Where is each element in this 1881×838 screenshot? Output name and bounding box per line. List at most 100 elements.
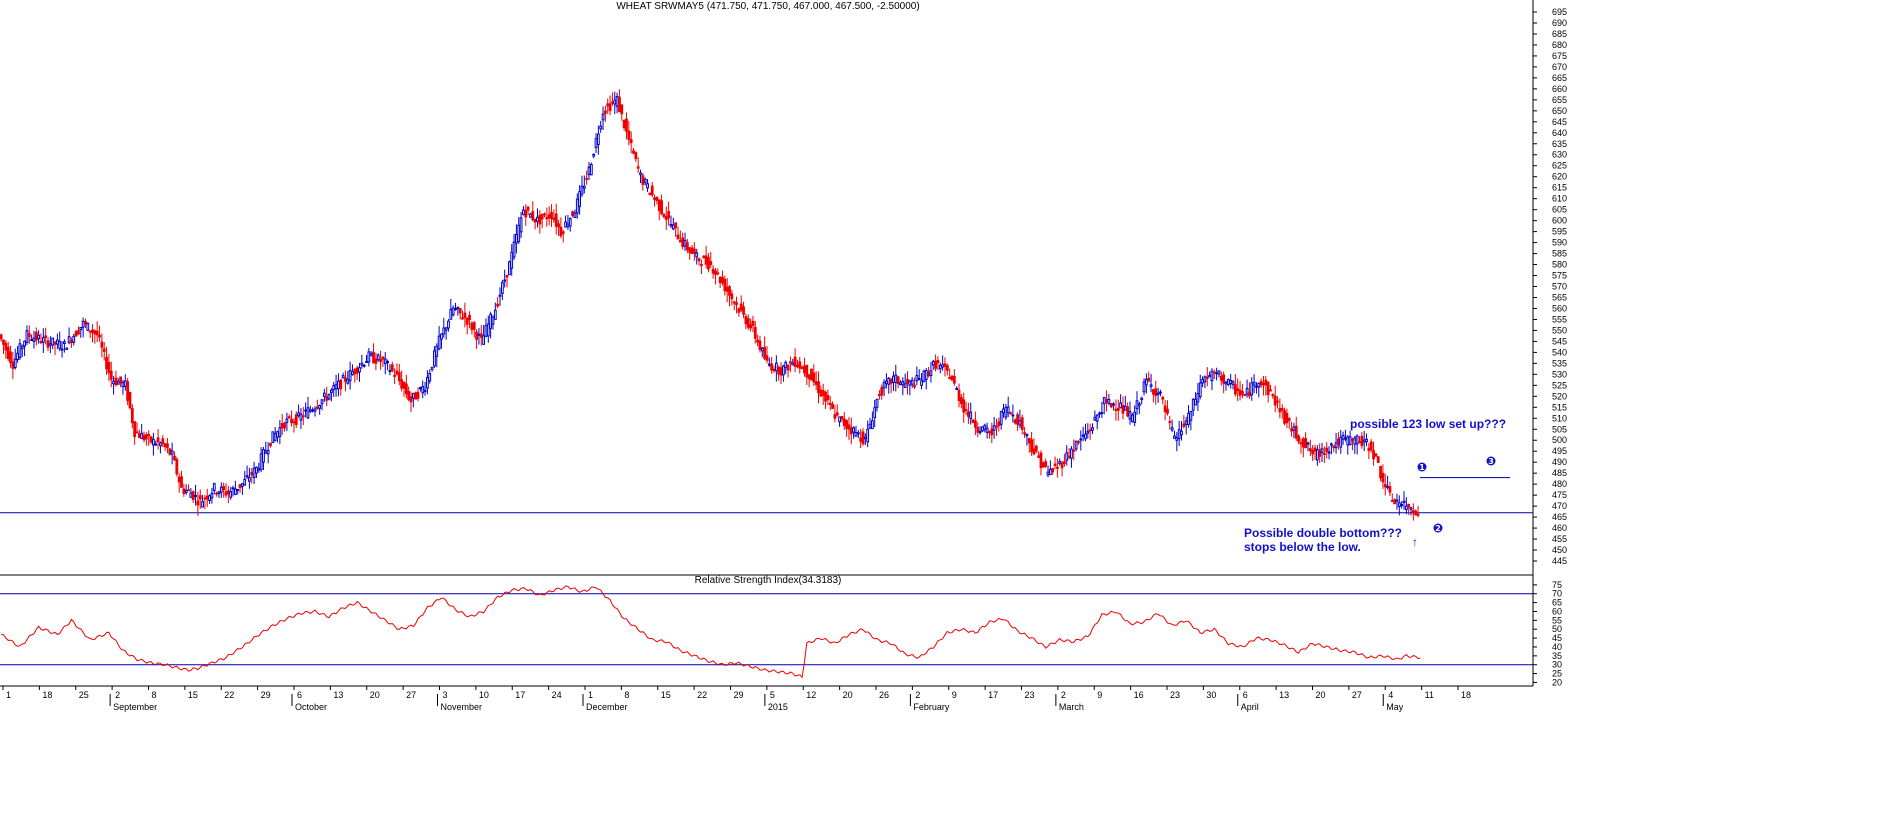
candle-body: [102, 348, 106, 352]
candle-body: [1100, 412, 1104, 415]
candle-body: [72, 335, 76, 343]
rsi-line: [1, 585, 1421, 679]
candle-body: [123, 380, 127, 387]
candle-body: [894, 374, 898, 383]
candle-body: [1381, 472, 1385, 483]
candle-body: [1093, 416, 1097, 421]
candle-body: [552, 217, 556, 221]
candle-body: [629, 139, 633, 144]
price-tick-label: 505: [1552, 424, 1567, 434]
candle-body: [88, 330, 92, 333]
candle-body: [524, 210, 528, 218]
candle-body: [1297, 435, 1300, 442]
candle-body: [952, 375, 956, 384]
candle-body: [899, 382, 902, 386]
candle-body: [840, 416, 844, 420]
rsi-tick-label: 65: [1552, 598, 1562, 608]
candle-body: [1009, 412, 1012, 415]
candle-body: [901, 380, 905, 386]
candle-body: [1140, 397, 1144, 401]
candle-body: [779, 367, 783, 376]
candle-body: [1142, 381, 1146, 393]
candle-body: [831, 403, 834, 409]
candle-body: [388, 370, 392, 373]
candle-body: [187, 489, 190, 492]
candle-body: [163, 443, 167, 448]
candle-body: [1006, 406, 1010, 414]
candle-body: [177, 476, 181, 483]
price-tick-label: 685: [1552, 29, 1567, 39]
candle-body: [803, 365, 806, 374]
candle-body: [329, 389, 333, 394]
candle-body: [1248, 392, 1251, 397]
candle-body: [697, 258, 701, 262]
candle-body: [493, 309, 497, 320]
candle-body: [784, 361, 788, 368]
candle-body: [536, 216, 539, 222]
price-tick-label: 635: [1552, 139, 1567, 149]
candle-body: [98, 334, 101, 338]
candle-body: [236, 488, 240, 491]
candle-body: [601, 113, 605, 121]
candle-body: [692, 248, 696, 254]
candle-body: [835, 412, 839, 416]
candle-body: [390, 364, 394, 372]
candle-body: [217, 491, 221, 495]
rsi-tick-label: 55: [1552, 615, 1562, 625]
price-panel: 4454504554604654704754804854904955005055…: [0, 0, 1567, 687]
candle-body: [55, 339, 59, 345]
candle-body: [515, 233, 518, 244]
candle-body: [393, 374, 397, 377]
price-tick-label: 515: [1552, 402, 1567, 412]
candle-body: [41, 337, 45, 343]
x-tick-label: 12: [806, 690, 816, 700]
candle-body: [510, 251, 514, 269]
candle-body: [112, 380, 115, 385]
point-1-marker: [1417, 462, 1427, 472]
candle-body: [1397, 502, 1401, 508]
month-label: May: [1386, 702, 1404, 712]
x-tick-label: 20: [843, 690, 853, 700]
candle-body: [1348, 436, 1352, 445]
candle-body: [540, 213, 544, 220]
candle-body: [945, 365, 949, 371]
candle-body: [297, 412, 300, 416]
x-tick-label: 29: [734, 690, 744, 700]
candle-body: [554, 213, 558, 227]
candle-body: [107, 361, 111, 374]
candle-body: [922, 370, 926, 382]
candle-body: [1191, 399, 1195, 411]
candle-body: [1039, 452, 1043, 469]
candle-body: [280, 423, 284, 429]
candle-body: [367, 351, 371, 363]
candle-body: [142, 434, 146, 441]
candle-body: [924, 370, 928, 380]
candle-body: [941, 364, 945, 368]
candle-body: [500, 282, 504, 294]
month-label: March: [1059, 702, 1084, 712]
candle-body: [1313, 447, 1317, 452]
candle-body: [1416, 513, 1420, 516]
candle-body: [1334, 442, 1338, 449]
rsi-tick-label: 25: [1552, 669, 1562, 679]
candle-body: [348, 370, 352, 382]
rsi-tick-label: 40: [1552, 642, 1562, 652]
candle-body: [887, 377, 891, 385]
candle-body: [144, 434, 148, 440]
price-tick-label: 520: [1552, 391, 1567, 401]
candle-body: [341, 375, 345, 379]
candle-body: [756, 339, 760, 343]
candle-body: [643, 178, 647, 183]
annotation-stops: stops below the low.: [1244, 540, 1361, 554]
candle-body: [594, 138, 598, 148]
candle-body: [826, 394, 830, 401]
candle-body: [1304, 438, 1308, 449]
rsi-tick-label: 35: [1552, 651, 1562, 661]
candle-body: [852, 427, 856, 433]
candle-body: [454, 308, 457, 311]
candle-body: [1344, 437, 1347, 440]
x-tick-label: 13: [1279, 690, 1289, 700]
price-tick-label: 565: [1552, 292, 1567, 302]
candle-body: [915, 375, 919, 382]
candle-body: [1358, 441, 1361, 444]
